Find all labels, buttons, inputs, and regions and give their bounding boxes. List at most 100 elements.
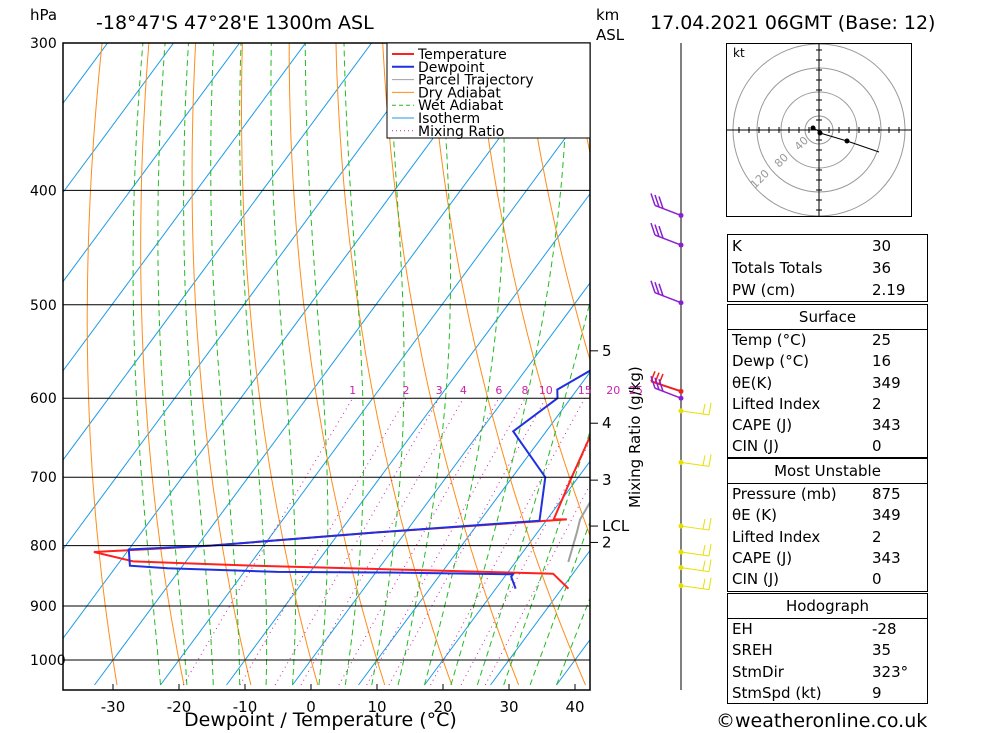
mixing-ratio-label: 4	[460, 384, 467, 397]
legend-entry: Wet Adiabat	[418, 98, 504, 114]
table-row: StmSpd (kt) 9	[732, 684, 882, 702]
dry-adiabat-line	[428, 43, 586, 686]
x-tick-label: -20	[167, 698, 192, 716]
mixing-ratio-line	[274, 397, 440, 686]
indices-table: K 30 Totals Totals 36 PW (cm) 2.19	[727, 234, 928, 302]
wet-adiabat-line	[476, 299, 590, 686]
legend-entry: Mixing Ratio	[418, 124, 504, 140]
mixing-ratio-label: 2	[403, 384, 410, 397]
x-tick-label: 10	[367, 698, 386, 716]
km-tick-label: 2	[602, 533, 612, 551]
dry-adiabat-line	[522, 43, 590, 362]
dry-adiabat-line	[32, 8, 61, 685]
credit-label: ©weatheronline.co.uk	[716, 710, 928, 732]
wet-adiabat-line	[343, 43, 365, 686]
hodograph-ring-label: 120	[748, 167, 772, 191]
pressure-tick-label: 400	[30, 183, 57, 199]
table-row: θE (K) 349	[732, 506, 901, 524]
hodograph-ring-label: 40	[792, 134, 811, 153]
pressure-tick-label: 800	[30, 539, 57, 555]
isotherm-line	[358, 371, 590, 686]
legend-box	[386, 42, 591, 139]
legend-entry: Temperature	[417, 47, 507, 63]
table-row: Lifted Index 2	[732, 395, 882, 413]
wet-adiabat-line	[132, 43, 161, 686]
table-row: Totals Totals 36	[732, 259, 892, 277]
wet-adiabat-line	[503, 429, 590, 686]
mixing-ratio-label: 10	[539, 384, 553, 397]
dry-adiabat-line	[475, 43, 590, 538]
table-row: CAPE (J) 343	[732, 416, 901, 434]
wind-barb	[678, 543, 712, 557]
isotherm-line	[63, 43, 307, 372]
table-row: SREH 35	[732, 641, 892, 659]
isotherm-line	[63, 43, 241, 283]
table-row: Lifted Index 2	[732, 528, 882, 546]
pressure-tick-label: 900	[30, 599, 57, 615]
wind-barb	[678, 402, 712, 416]
table-row: K 30	[732, 237, 892, 255]
pressure-tick-label: 300	[30, 36, 57, 52]
hodograph-point	[817, 130, 823, 136]
mixing-ratio-line	[388, 397, 547, 686]
mixing-ratio-line	[430, 397, 586, 686]
wind-barb	[650, 375, 684, 401]
mixing-ratio-label: 25	[629, 384, 643, 397]
surface-table: Surface Temp (°C) 25 Dewp (°C) 16 θE(K) 349…	[727, 304, 928, 458]
series-line-dewpoint	[127, 369, 590, 589]
table-row: CIN (J) 0	[732, 437, 882, 455]
x-tick-label: 30	[499, 698, 518, 716]
legend-entry: Dewpoint	[418, 60, 485, 76]
wet-adiabat-line	[304, 43, 329, 686]
x-tick-label: 20	[433, 698, 452, 716]
location-title: -18°47'S 47°28'E 1300m ASL	[96, 12, 374, 34]
dry-adiabat-line	[288, 43, 386, 686]
isotherm-line	[63, 43, 109, 105]
mixing-ratio-line	[366, 397, 526, 686]
dry-adiabat-line	[86, 43, 118, 686]
table-row: CIN (J) 0	[732, 570, 882, 588]
most-unstable-table: Most Unstable Pressure (mb) 875 θE (K) 349…	[727, 458, 928, 592]
legend-entry: Dry Adiabat	[418, 85, 501, 101]
x-tick-label: -30	[101, 698, 126, 716]
dry-adiabat-line	[140, 43, 185, 686]
isotherm-line	[63, 43, 373, 461]
wet-adiabat-line	[556, 596, 590, 686]
datetime-label: 17.04.2021 06GMT (Base: 12)	[650, 12, 936, 34]
wind-barb	[650, 280, 684, 306]
km-tick-label: 3	[602, 471, 612, 489]
hodograph-title: Hodograph	[785, 597, 870, 615]
km-tick-label: 4	[602, 414, 612, 432]
wind-barb	[678, 454, 712, 467]
wet-adiabat-line	[424, 43, 505, 686]
mixing-ratio-line	[484, 483, 590, 686]
dry-adiabat-line	[241, 43, 319, 686]
hodograph-unit: kt	[733, 46, 745, 60]
wet-adiabat-line	[450, 43, 568, 686]
wind-barb	[650, 193, 684, 218]
x-tick-label: 40	[565, 698, 584, 716]
plot-area	[32, 8, 590, 686]
x-tick-label: 0	[306, 698, 316, 716]
pressure-tick-label: 1000	[30, 653, 66, 669]
table-row: PW (cm) 2.19	[732, 281, 906, 299]
wind-barb	[650, 222, 684, 248]
mixing-ratio-label: 6	[495, 384, 502, 397]
wet-adiabat-line	[270, 43, 297, 686]
x-axis-label: Dewpoint / Temperature (°C)	[184, 709, 457, 731]
table-row: StmDir 323°	[732, 663, 909, 681]
hodograph-ring-label: 80	[772, 151, 791, 170]
x-tick-label: -10	[233, 698, 258, 716]
table-row: Temp (°C) 25	[732, 331, 892, 349]
table-row: CAPE (J) 343	[732, 549, 901, 567]
isotherm-line	[63, 43, 175, 194]
isotherm-line	[490, 549, 590, 686]
legend-entry: Isotherm	[418, 111, 480, 127]
unit-hpa: hPa	[30, 6, 58, 24]
series-line-temperature	[93, 434, 590, 590]
surface-title: Surface	[798, 308, 857, 326]
dry-adiabat-line	[191, 43, 252, 686]
mixing-ratio-label: 1	[349, 384, 356, 397]
